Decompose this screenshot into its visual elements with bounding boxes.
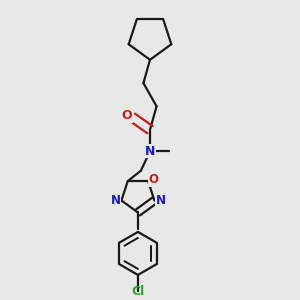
Text: N: N <box>110 194 121 207</box>
Text: N: N <box>145 145 155 158</box>
Text: N: N <box>155 194 165 207</box>
Text: O: O <box>122 109 132 122</box>
Text: Cl: Cl <box>131 286 145 298</box>
Text: O: O <box>148 173 158 186</box>
